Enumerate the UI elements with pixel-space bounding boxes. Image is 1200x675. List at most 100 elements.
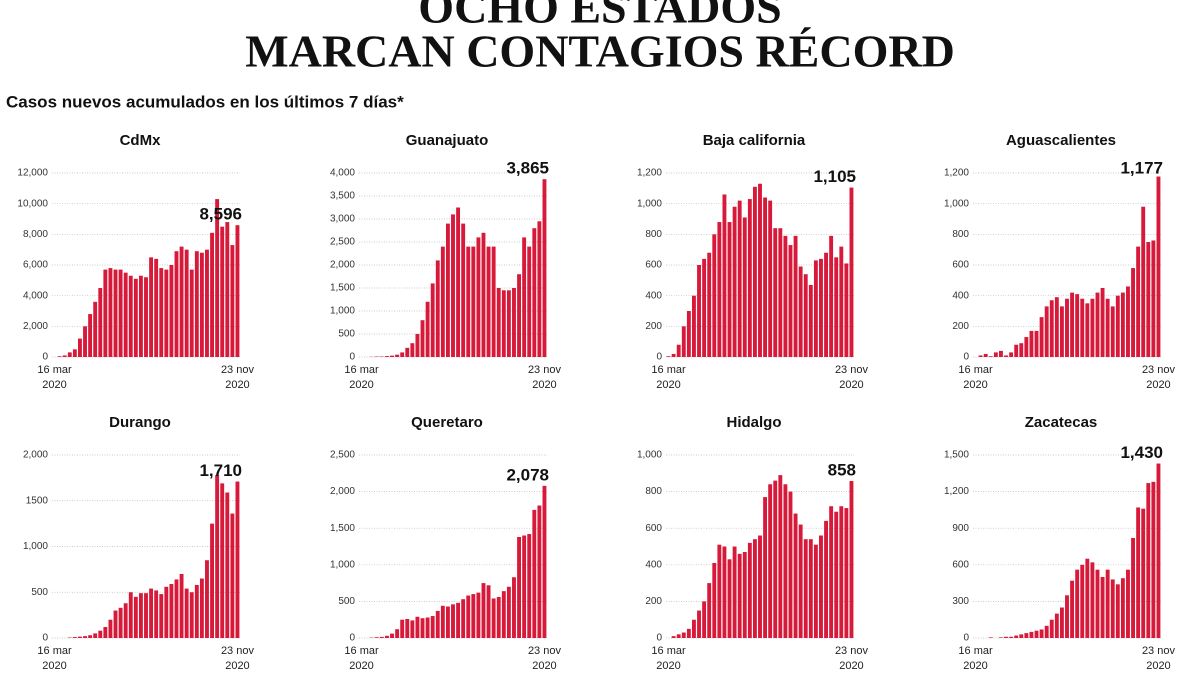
bar [768, 484, 773, 638]
bar [420, 618, 425, 638]
y-tick-label: 3,500 [330, 191, 355, 202]
bar [999, 350, 1003, 357]
bar [435, 610, 440, 638]
bar [1080, 564, 1085, 638]
chart-title: Hidalgo [727, 414, 782, 431]
bar [692, 295, 696, 357]
bar [1151, 481, 1156, 638]
bar [215, 199, 220, 357]
bar [83, 636, 87, 638]
bar [742, 551, 747, 638]
bar [1080, 298, 1085, 357]
bar [1029, 631, 1034, 638]
bar [783, 484, 788, 638]
bar [834, 511, 839, 638]
bar [138, 593, 143, 638]
bar [1034, 330, 1039, 357]
chart-title: Durango [109, 414, 171, 431]
x-tick-label: 16 mar 2020 [344, 645, 379, 672]
x-tick-label: 23 nov 2020 [1142, 364, 1176, 391]
y-tick-label: 600 [645, 260, 662, 271]
bar [1014, 635, 1019, 638]
bar [808, 284, 813, 357]
bar [98, 288, 103, 357]
bar [1004, 355, 1008, 357]
bar [829, 235, 834, 357]
bar [768, 200, 773, 357]
bar [174, 579, 179, 638]
y-tick-label: 0 [963, 633, 969, 644]
bar [1044, 625, 1049, 638]
bar [400, 619, 405, 638]
y-tick-label: 4,000 [23, 290, 48, 301]
bar [385, 635, 389, 638]
bar [1059, 306, 1064, 357]
bar [440, 605, 445, 638]
y-tick-label: 1,500 [944, 450, 969, 461]
bar [1110, 306, 1115, 357]
bar [737, 553, 742, 638]
bar [527, 246, 532, 357]
value-label: 2,078 [506, 465, 549, 484]
bar [686, 628, 691, 638]
y-tick-label: 2,500 [330, 237, 355, 248]
x-tick-label: 16 mar 2020 [651, 364, 686, 391]
bar [93, 301, 98, 357]
y-tick-label: 12,000 [17, 168, 48, 179]
bar [476, 592, 481, 638]
bar [435, 260, 440, 357]
bar [834, 257, 839, 357]
bar [763, 497, 768, 638]
y-tick-label: 600 [952, 260, 969, 271]
bar [532, 509, 537, 638]
bar [993, 352, 998, 357]
bar [1120, 292, 1125, 357]
bar [1065, 298, 1069, 357]
y-tick-label: 400 [952, 290, 969, 301]
bar [118, 607, 123, 638]
bar [481, 583, 486, 638]
bar [194, 584, 199, 638]
bar [542, 485, 547, 638]
bar [486, 246, 491, 357]
bar [1131, 268, 1135, 357]
y-tick-label: 2,000 [330, 486, 355, 497]
bar [230, 513, 235, 638]
bar [57, 356, 62, 357]
bar [697, 265, 701, 357]
y-tick-label: 200 [952, 321, 969, 332]
x-tick-label: 23 nov 2020 [528, 364, 562, 391]
x-tick-label: 23 nov 2020 [221, 645, 255, 672]
value-label: 3,865 [506, 159, 549, 178]
bar [819, 258, 823, 357]
bar [1009, 352, 1014, 357]
bar [491, 598, 496, 638]
bar [430, 616, 435, 638]
y-tick-label: 1,000 [637, 198, 662, 209]
bar [527, 534, 532, 638]
bar [808, 539, 813, 638]
y-tick-label: 6,000 [23, 260, 48, 271]
bar [451, 604, 455, 638]
y-tick-label: 200 [645, 321, 662, 332]
value-label: 8,596 [199, 205, 242, 224]
bar [149, 257, 154, 357]
bar [184, 249, 189, 357]
bar [692, 619, 696, 638]
chart-title: CdMx [120, 132, 161, 149]
bar [707, 583, 712, 638]
y-tick-label: 1,000 [330, 306, 355, 317]
x-tick-label: 23 nov 2020 [1142, 645, 1176, 672]
y-tick-label: 500 [338, 596, 355, 607]
bar [1019, 634, 1024, 638]
y-tick-label: 500 [338, 329, 355, 340]
y-tick-label: 2,000 [23, 450, 48, 461]
bar [159, 268, 164, 357]
bar [466, 595, 471, 638]
chart-title: Guanajuato [406, 132, 489, 149]
bar [717, 222, 722, 357]
bar [379, 636, 384, 638]
bar [67, 352, 72, 357]
bar [445, 223, 450, 357]
